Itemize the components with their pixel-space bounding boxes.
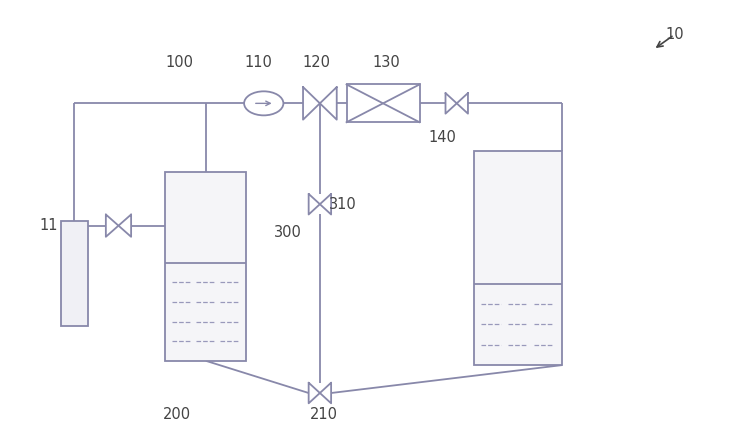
Text: 300: 300 [274,224,302,240]
Text: 10: 10 [665,27,683,42]
Bar [474,151,562,365]
Text: 210: 210 [309,407,338,422]
Text: 130: 130 [373,55,401,70]
Text: 120: 120 [303,55,330,70]
Bar [346,84,420,122]
Text: 110: 110 [245,55,273,70]
Text: 100: 100 [165,55,194,70]
Text: 200: 200 [163,407,192,422]
Text: 140: 140 [429,130,457,145]
Text: 11: 11 [39,218,58,233]
Bar [165,172,246,361]
Text: 310: 310 [329,197,357,212]
Bar [61,221,88,326]
